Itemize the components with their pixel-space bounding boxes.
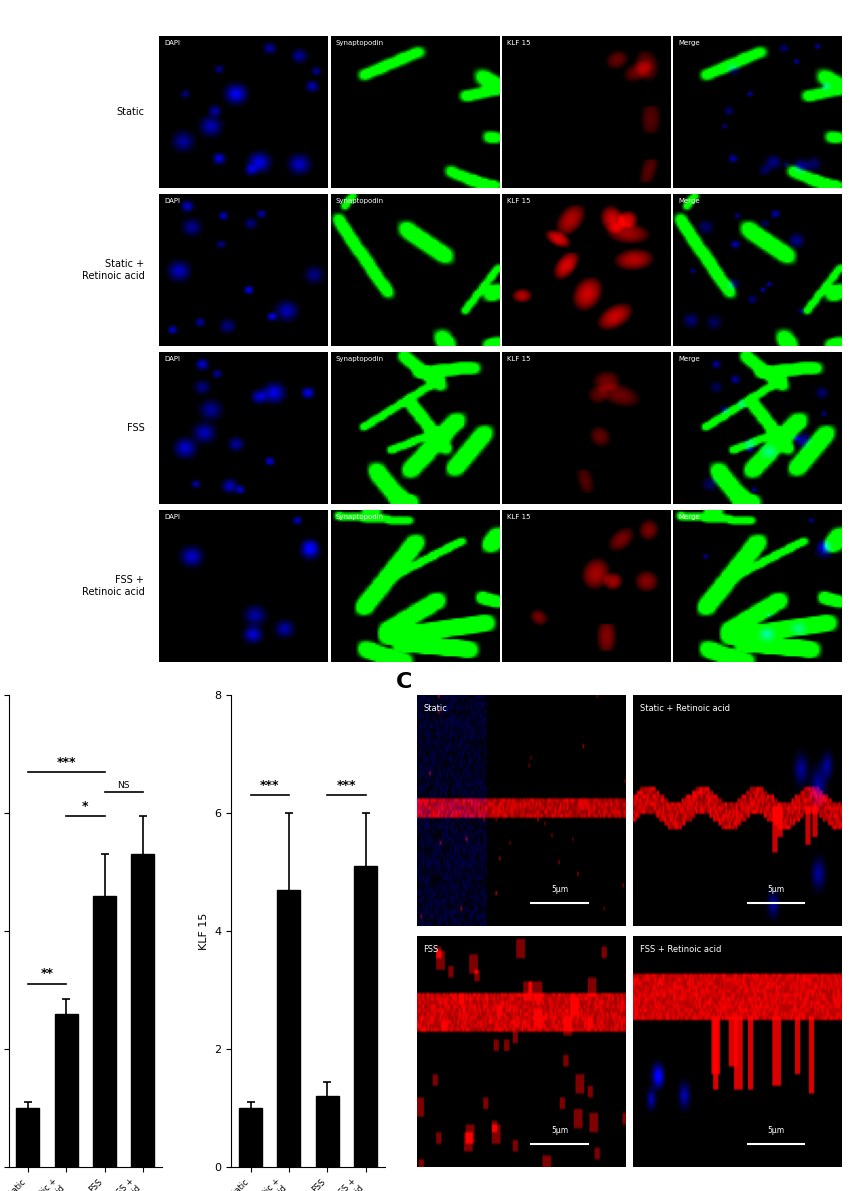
Text: ***: *** — [337, 779, 356, 792]
Text: Synaptopodin: Synaptopodin — [336, 199, 384, 205]
Text: Synaptopodin: Synaptopodin — [336, 515, 384, 520]
Text: Static +
Retinoic acid: Static + Retinoic acid — [82, 258, 144, 281]
Text: *: * — [82, 800, 88, 813]
Text: KLF 15: KLF 15 — [507, 40, 530, 46]
Text: DAPI: DAPI — [164, 40, 180, 46]
Text: Synaptopodin: Synaptopodin — [336, 356, 384, 362]
Text: 5μm: 5μm — [551, 1125, 568, 1135]
Text: Static + Retinoic acid: Static + Retinoic acid — [640, 704, 729, 713]
Bar — [93, 896, 116, 1167]
Text: C: C — [396, 672, 412, 692]
Text: 5μm: 5μm — [768, 1125, 785, 1135]
Bar — [316, 1097, 339, 1167]
Text: KLF 15: KLF 15 — [507, 515, 530, 520]
Text: **: ** — [41, 967, 54, 980]
Text: Synaptopodin: Synaptopodin — [336, 40, 384, 46]
Text: Merge: Merge — [678, 515, 700, 520]
Text: FSS: FSS — [127, 423, 144, 432]
Text: Merge: Merge — [678, 199, 700, 205]
Text: Merge: Merge — [678, 356, 700, 362]
Text: ***: *** — [260, 779, 280, 792]
Text: NS: NS — [117, 781, 130, 791]
Text: DAPI: DAPI — [164, 199, 180, 205]
Bar — [239, 1108, 262, 1167]
Bar — [354, 866, 377, 1167]
Text: FSS: FSS — [423, 944, 439, 954]
Text: Static: Static — [116, 107, 144, 117]
Bar — [54, 1014, 77, 1167]
Y-axis label: KLF 15: KLF 15 — [199, 912, 209, 949]
Text: KLF 15: KLF 15 — [507, 199, 530, 205]
Text: KLF 15: KLF 15 — [507, 356, 530, 362]
Text: Static: Static — [423, 704, 447, 713]
Text: 5μm: 5μm — [768, 885, 785, 894]
Bar — [16, 1108, 39, 1167]
Text: ***: *** — [56, 755, 76, 768]
Text: FSS +
Retinoic acid: FSS + Retinoic acid — [82, 575, 144, 597]
Bar — [132, 854, 155, 1167]
Text: Merge: Merge — [678, 40, 700, 46]
Text: DAPI: DAPI — [164, 356, 180, 362]
Bar — [277, 890, 300, 1167]
Text: 5μm: 5μm — [551, 885, 568, 894]
Text: FSS + Retinoic acid: FSS + Retinoic acid — [640, 944, 721, 954]
Text: DAPI: DAPI — [164, 515, 180, 520]
